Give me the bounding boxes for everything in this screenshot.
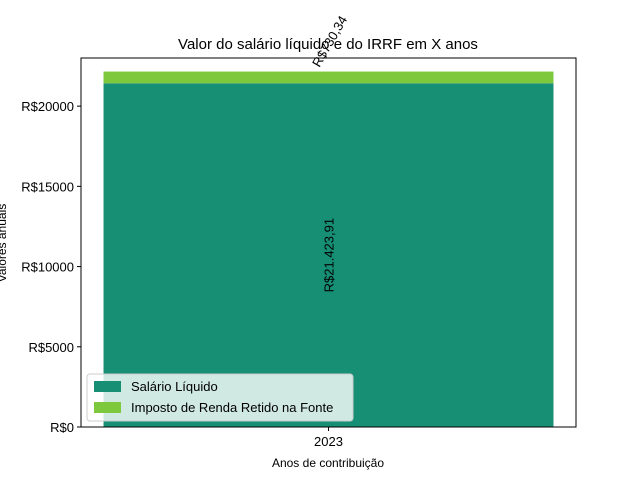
y-tick-label: R$15000	[21, 179, 74, 194]
data-label-salario-liquido: R$21.423,91	[322, 218, 337, 292]
y-tick-label: R$20000	[21, 99, 74, 114]
chart-title: Valor do salário líquido e do IRRF em X …	[178, 36, 478, 53]
y-tick-label: R$5000	[28, 340, 74, 355]
x-tick-label: 2023	[314, 434, 343, 449]
bar-series-1-2023	[103, 71, 554, 84]
legend-label: Imposto de Renda Retido na Fonte	[131, 400, 333, 415]
bar-series-0-2023	[103, 83, 554, 428]
legend-label: Salário Líquido	[131, 379, 218, 394]
legend-swatch	[94, 381, 121, 392]
legend: Salário Líquido Imposto de Renda Retido n…	[86, 373, 354, 422]
y-tick-label: R$10000	[21, 260, 74, 275]
legend-box	[86, 373, 354, 422]
legend-swatch	[94, 402, 121, 413]
x-axis-label: Anos de contribuição	[272, 456, 384, 470]
y-tick-label: R$0	[50, 420, 74, 435]
axes: R$0 R$5000 R$10000 R$15000 R$20000 2023	[21, 57, 577, 449]
y-axis-label: Valores anuais	[0, 204, 9, 283]
plot-area: R$21.423,91R$730,34	[103, 13, 554, 428]
